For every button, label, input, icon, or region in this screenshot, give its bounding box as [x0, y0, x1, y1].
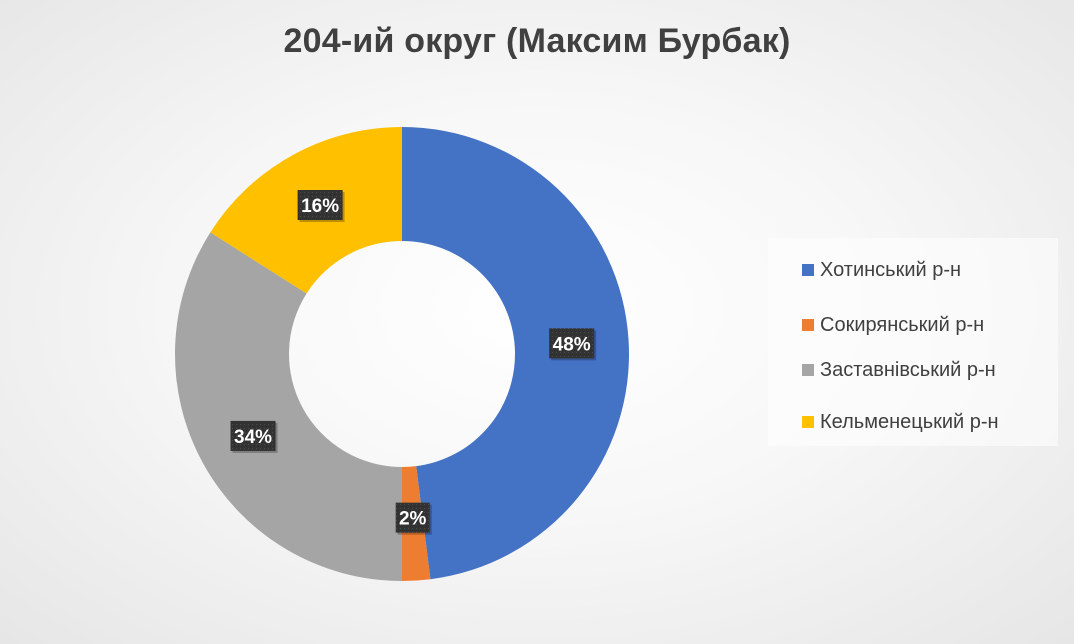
- data-label-text: 2%: [399, 509, 427, 530]
- data-labels: 48% 2% 34% 16%: [230, 190, 597, 535]
- legend-label: Сокирянський р-н: [820, 313, 985, 336]
- data-label: 2%: [395, 502, 432, 535]
- legend-item: Хотинський р-н: [802, 258, 961, 282]
- legend-item: Заставнівський р-н: [802, 358, 996, 382]
- legend-swatch: [802, 319, 814, 331]
- data-label-text: 48%: [553, 334, 591, 355]
- chart-title: 204-ий округ (Максим Бурбак): [283, 22, 791, 60]
- donut-slice: [174, 232, 402, 582]
- data-label-text: 34%: [234, 427, 272, 448]
- legend-swatch: [802, 364, 814, 376]
- legend-swatch: [802, 416, 814, 428]
- legend-swatch: [802, 264, 814, 276]
- data-label: 34%: [230, 420, 278, 453]
- legend-item: Кельменецький р-н: [802, 410, 999, 434]
- legend-item: Сокирянський р-н: [802, 313, 984, 337]
- legend: Хотинський р-н Сокирянський р-н Заставнівс…: [768, 238, 1058, 446]
- legend-label: Заставнівський р-н: [820, 358, 996, 381]
- data-label: 16%: [297, 190, 345, 223]
- data-label: 48%: [549, 328, 597, 361]
- donut-slices: [174, 127, 629, 582]
- legend-label: Хотинський р-н: [820, 258, 962, 281]
- donut-slice: [402, 127, 629, 580]
- legend-label: Кельменецький р-н: [820, 410, 999, 433]
- data-label-text: 16%: [301, 196, 339, 217]
